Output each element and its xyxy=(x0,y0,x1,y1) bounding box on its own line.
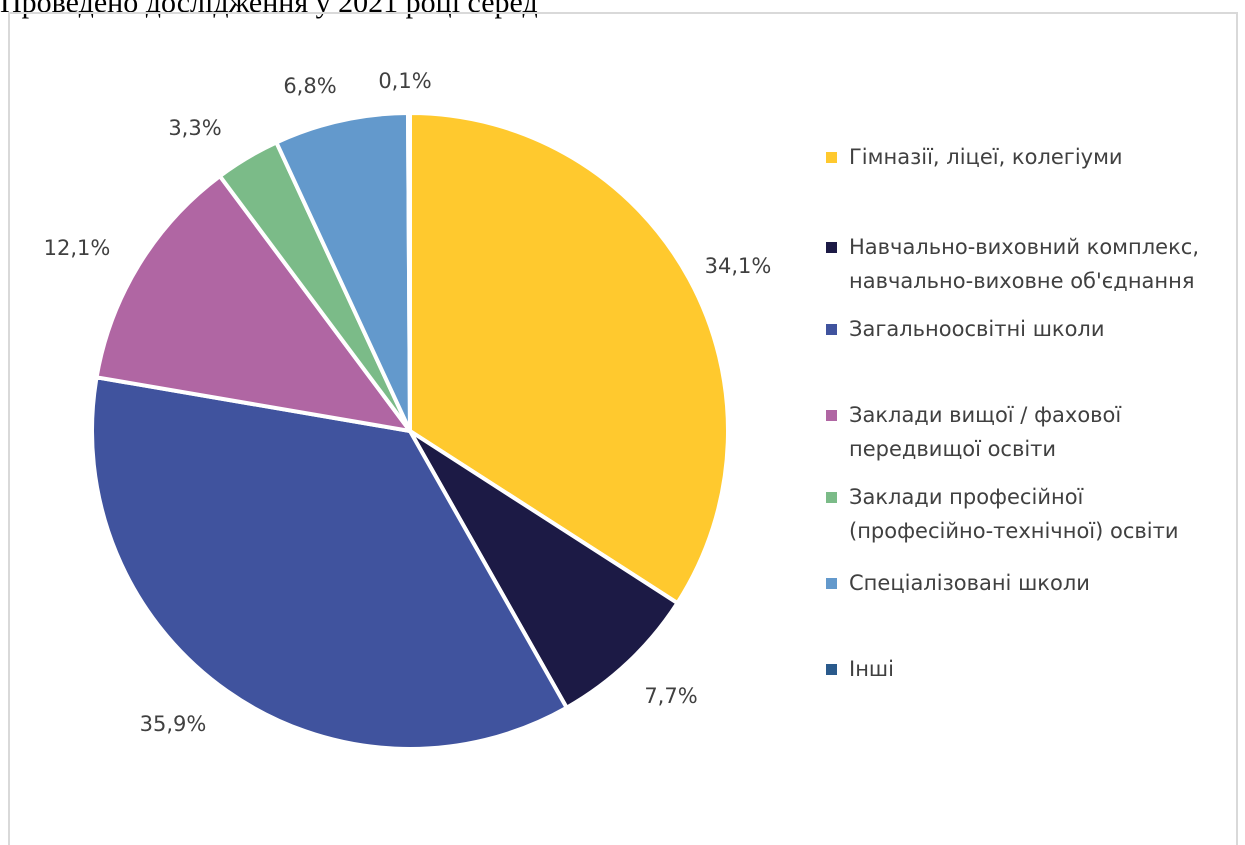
legend-swatch xyxy=(826,324,837,335)
legend-label: Загальноосвітні школи xyxy=(849,312,1105,346)
legend-label-line: Навчально-виховний комплекс, xyxy=(849,235,1199,259)
legend-swatch xyxy=(826,492,837,503)
legend-item: Спеціалізовані школи xyxy=(826,566,1236,600)
legend-label-line: передвищої освіти xyxy=(849,437,1057,461)
slice-label: 6,8% xyxy=(283,74,336,98)
legend-label: Навчально-виховний комплекс, навчально-ви… xyxy=(849,230,1199,298)
legend-label-line: Заклади професійної xyxy=(849,485,1084,509)
slice-label: 34,1% xyxy=(705,254,772,278)
legend-swatch xyxy=(826,242,837,253)
legend-swatch xyxy=(826,664,837,675)
pie-slice xyxy=(408,429,680,710)
pie-slice xyxy=(94,174,412,433)
legend-label-line: Гімназії, ліцеї, колегіуми xyxy=(849,145,1123,169)
slice-label: 3,3% xyxy=(168,116,221,140)
legend-item: Загальноосвітні школи xyxy=(826,312,1236,346)
top-text: Проведено дослідження у 2021 році серед xyxy=(0,0,538,19)
legend-label: Спеціалізовані школи xyxy=(849,566,1090,600)
legend-label: Заклади професійної (професійно-технічної… xyxy=(849,480,1178,548)
pie-slice xyxy=(274,111,412,433)
legend-item: Інші xyxy=(826,652,1236,686)
legend-item: Заклади вищої / фахової передвищої освіти xyxy=(826,398,1236,466)
legend-label-line: (професійно-технічної) освіти xyxy=(849,519,1179,543)
legend-label-line: Заклади вищої / фахової xyxy=(849,403,1122,427)
legend-swatch xyxy=(826,410,837,421)
slice-label: 0,1% xyxy=(378,69,431,93)
legend-label: Заклади вищої / фахової передвищої освіти xyxy=(849,398,1121,466)
legend-swatch xyxy=(826,152,837,163)
legend-label-line: Інші xyxy=(849,657,894,681)
legend-item: Навчально-виховний комплекс, навчально-ви… xyxy=(826,230,1236,298)
legend-label-line: Загальноосвітні школи xyxy=(849,317,1105,341)
legend-label-line: Спеціалізовані школи xyxy=(849,571,1090,595)
pie-slice xyxy=(90,375,569,751)
legend-label: Гімназії, ліцеї, колегіуми xyxy=(849,140,1123,174)
legend-swatch xyxy=(826,578,837,589)
legend-label: Інші xyxy=(849,652,894,686)
legend-item: Гімназії, ліцеї, колегіуми xyxy=(826,140,1236,174)
slice-label: 7,7% xyxy=(644,684,697,708)
slice-label: 35,9% xyxy=(140,712,207,736)
pie-slice xyxy=(406,110,412,433)
chart-area xyxy=(8,12,1238,845)
legend-item: Заклади професійної (професійно-технічної… xyxy=(826,480,1236,548)
slice-label: 12,1% xyxy=(44,236,111,260)
legend-label-line: навчально-виховне об'єднання xyxy=(849,269,1195,293)
